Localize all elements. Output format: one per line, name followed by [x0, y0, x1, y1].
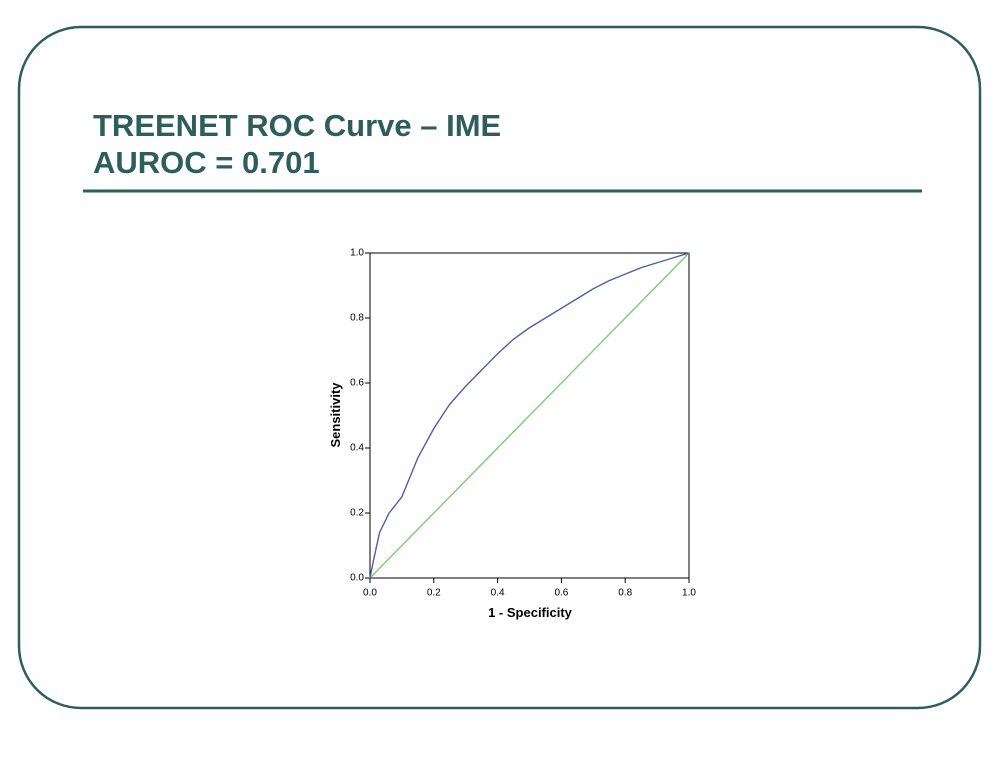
slide-frame — [17, 25, 982, 710]
x-tick-label: 0.0 — [363, 588, 377, 599]
y-tick-label: 0.8 — [350, 313, 364, 324]
y-axis-label: Sensitivity — [328, 382, 343, 448]
x-tick-label: 0.2 — [427, 588, 441, 599]
x-axis-label: 1 - Specificity — [488, 605, 573, 620]
y-tick-label: 1.0 — [350, 248, 364, 259]
subtitle: AUROC = 0.701 — [93, 145, 320, 180]
x-tick-label: 0.4 — [491, 588, 505, 599]
x-tick-label: 0.6 — [554, 588, 568, 599]
plot-frame — [369, 252, 690, 579]
roc-line — [369, 252, 690, 579]
roc-line — [369, 252, 690, 579]
x-tick-label: 1.0 — [682, 588, 696, 599]
x-tick-label: 0.8 — [618, 588, 632, 599]
y-tick-label: 0.6 — [350, 378, 364, 389]
y-tick-label: 0.2 — [350, 508, 364, 519]
title: TREENET ROC Curve – IME — [93, 108, 501, 143]
y-tick-label: 0.0 — [350, 573, 364, 584]
y-tick-label: 0.4 — [350, 443, 364, 454]
